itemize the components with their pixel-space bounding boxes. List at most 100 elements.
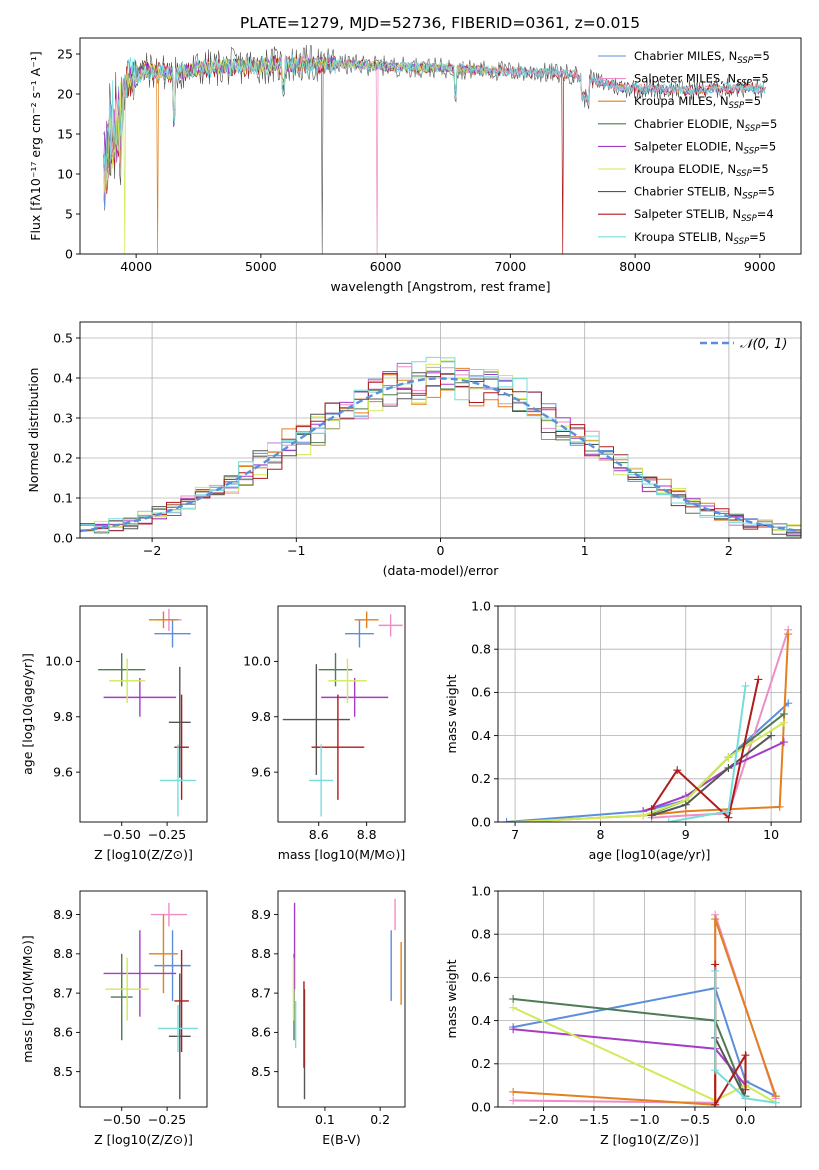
legend-label-main: Salpeter MILES, N	[634, 72, 736, 86]
errorbar-point-salpeter-stelib	[174, 949, 189, 1053]
y-axis-label: mass [log10(M/M⊙)]	[20, 935, 35, 1063]
x-tick-label: 6000	[370, 259, 402, 274]
x-tick-label: 8	[596, 827, 604, 842]
errorbar-point-kroupa-stelib	[159, 744, 197, 817]
figure-title: PLATE=1279, MJD=52736, FIBERID=0361, z=0…	[240, 14, 640, 32]
y-axis-label: age [log10(age/yr)]	[20, 653, 35, 775]
mass-weight-vs-age-panel: 7 8 9 10 0.0 0.2 0.4 0.6 0.8 1.0 age [log10(age/yr…	[444, 598, 802, 862]
y-axis-label: Flux [fλ10⁻¹⁷ erg cm⁻² s⁻¹ A⁻¹]	[28, 51, 43, 240]
legend-label-main: Chabrier MILES, N	[634, 49, 737, 63]
y-tick-label: 0.4	[471, 1013, 491, 1028]
y-tick-label: 0.0	[471, 814, 491, 829]
plot-area	[282, 611, 403, 817]
y-tick-label: 0.2	[471, 1056, 491, 1071]
weight-line-salpeter-elodie	[509, 1025, 750, 1090]
x-tick-label: 1	[581, 543, 589, 558]
y-tick-label: 8.7	[53, 985, 73, 1000]
x-tick-label: 2	[725, 543, 733, 558]
y-tick-label: 1.0	[471, 883, 491, 898]
age-vs-mass-panel: 8.6 8.8 9.6 9.8 10.0 mass [log10(M/M⊙)]	[243, 605, 406, 862]
histogram-step-kroupa-miles	[80, 367, 801, 528]
legend-label-main: Kroupa ELODIE, N	[634, 162, 736, 176]
y-tick-label: 0.2	[471, 771, 491, 786]
y-tick-label: 0.0	[53, 530, 73, 545]
errorbar-point-kroupa-stelib	[309, 744, 334, 817]
axes-frame	[79, 605, 208, 823]
x-tick-label: 8.8	[357, 827, 377, 842]
y-tick-label: 20	[57, 86, 73, 101]
legend-label-tail: =5	[753, 49, 770, 63]
x-tick-label: 9	[682, 827, 690, 842]
y-tick-label: 8.8	[53, 946, 73, 961]
weight-line-kroupa-elodie	[511, 718, 788, 822]
x-tick-label: 7	[511, 827, 519, 842]
x-tick-label: −2	[143, 543, 161, 558]
y-tick-label: 9.6	[251, 764, 271, 779]
y-tick-label: 8.6	[53, 1025, 73, 1040]
x-tick-label: 9000	[744, 259, 776, 274]
errorbar-point-salpeter-elodie	[103, 930, 177, 1017]
weight-line-kroupa-miles	[511, 630, 793, 822]
spectrum-line-kroupa-elodie	[103, 56, 486, 254]
legend-label-main: Kroupa STELIB, N	[634, 230, 734, 244]
mass-vs-ebv-panel: 0.1 0.2 8.5 8.6 8.7 8.8 8.9 E(B-V)	[251, 890, 406, 1147]
errorbar-point-salpeter-stelib	[311, 694, 365, 800]
y-tick-label: 8.5	[251, 1064, 271, 1079]
x-axis-label: Z [log10(Z/Z⊙)]	[600, 1132, 699, 1147]
y-axis-label: mass weight	[444, 674, 459, 753]
axes-frame	[277, 605, 406, 823]
x-tick-label: 8000	[619, 259, 651, 274]
y-tick-label: 1.0	[471, 598, 491, 613]
mass-weight-vs-metallicity-panel: −2.0 −1.5 −1.0 −0.5 0.0 0.0 0.2 0.4 0.6 0.8 1.0 Z […	[444, 883, 802, 1147]
legend-label-sub: SSP	[734, 237, 750, 247]
x-tick-label: 0.1	[315, 1112, 335, 1127]
errorbar-point-kroupa-miles	[148, 914, 178, 994]
errorbar-point-salpeter-elodie	[321, 678, 389, 717]
legend-label-tail: =5	[752, 72, 769, 86]
y-tick-label: 8.6	[251, 1025, 271, 1040]
spectrum-line-kroupa-stelib	[103, 53, 766, 189]
errorbar-point-chabrier-stelib	[168, 973, 191, 1100]
x-tick-label: 7000	[494, 259, 526, 274]
errorbar-point-kroupa-elodie	[109, 658, 146, 703]
legend-label: Kroupa ELODIE, NSSP=5	[634, 162, 769, 179]
weight-line-salpeter-stelib	[647, 675, 763, 822]
x-tick-label: −0.25	[148, 1112, 186, 1127]
errorbar-point-kroupa-miles	[354, 611, 379, 629]
y-tick-label: 8.9	[251, 907, 271, 922]
x-axis-label: Z [log10(Z/Z⊙)]	[94, 847, 193, 862]
legend-label-tail: =4	[757, 207, 774, 221]
errorbar-point-kroupa-elodie	[105, 957, 149, 1021]
x-tick-label: 0.0	[736, 1112, 756, 1127]
legend-label: Salpeter MILES, NSSP=5	[634, 72, 769, 89]
plot-area	[103, 902, 198, 1100]
y-tick-label: 8.8	[251, 946, 271, 961]
plot-area	[292, 898, 402, 1100]
legend-label-main: Salpeter ELODIE, N	[634, 139, 744, 153]
weight-line-kroupa-stelib	[664, 681, 750, 822]
legend-label-sub: SSP	[744, 146, 760, 156]
legend-label: Chabrier MILES, NSSP=5	[634, 49, 770, 66]
axes-frame	[497, 605, 802, 823]
normal-reference-curve	[80, 377, 799, 533]
legend-label: 𝒩(0, 1)	[740, 337, 787, 352]
y-tick-label: 0.6	[471, 970, 491, 985]
axes-frame	[79, 890, 208, 1108]
axes-frame	[277, 890, 406, 1108]
age-vs-metallicity-panel: −0.50 −0.25 9.6 9.8 10.0 Z [log10(Z/Z⊙)] age […	[20, 605, 208, 862]
residual-histogram-panel: −2 −1 0 1 2 0.0 0.1 0.2 0.3 0.4 0.5 (data-model)/er…	[26, 321, 802, 578]
y-tick-label: 9.8	[53, 709, 73, 724]
x-tick-label: 10	[763, 827, 779, 842]
x-tick-label: −1.0	[629, 1112, 659, 1127]
y-tick-label: 0.8	[471, 927, 491, 942]
legend-label-tail: =5	[760, 117, 777, 131]
weight-line-chabrier-stelib	[647, 731, 776, 820]
y-tick-label: 0.6	[471, 685, 491, 700]
y-tick-label: 0.4	[471, 728, 491, 743]
plot-area	[98, 608, 197, 817]
legend-label-sub: SSP	[741, 214, 757, 224]
x-tick-label: 5000	[245, 259, 277, 274]
histogram-step-kroupa-elodie	[80, 360, 801, 532]
